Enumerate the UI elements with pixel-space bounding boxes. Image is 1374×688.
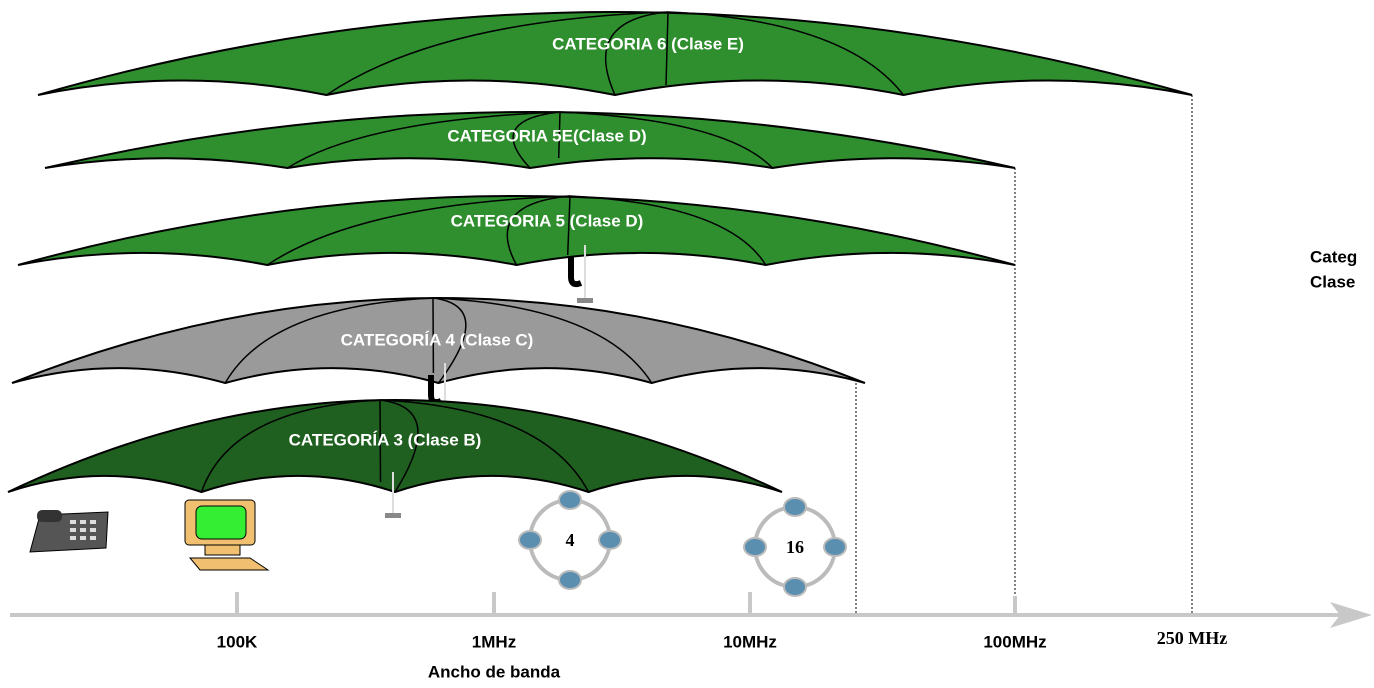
umbrella-canopy <box>18 196 1015 265</box>
axis-tick-label: 250 MHz <box>1157 628 1227 648</box>
axis-tick-label: 100K <box>217 632 258 651</box>
umbrella-label: CATEGORÍA 4 (Clase C) <box>341 330 534 349</box>
rings: 4 16 <box>519 491 846 596</box>
phone-icon <box>30 510 108 552</box>
axis: 100K 1MHz 10MHz 100MHz 250 MHz Ancho de … <box>10 592 1372 681</box>
ring-node <box>824 538 846 556</box>
axis-tick-label: 10MHz <box>723 632 777 651</box>
computer-icon <box>185 500 268 570</box>
umbrella-handle-tip <box>385 513 401 518</box>
umbrella-label: CATEGORÍA 3 (Clase B) <box>289 430 482 449</box>
ring-node <box>784 578 806 596</box>
umbrellas: CATEGORIA 6 (Clase E) CATEGORIA 5E(Clase … <box>8 12 1192 518</box>
ring-node <box>744 538 766 556</box>
umbrella-label: CATEGORIA 5 (Clase D) <box>451 211 644 230</box>
ring-node <box>599 531 621 549</box>
side-note: Categ <box>1310 247 1357 266</box>
umbrella-handle-tip <box>577 298 593 303</box>
ring-node <box>519 531 541 549</box>
ring-node <box>784 498 806 516</box>
ring-node <box>559 571 581 589</box>
diagram: CATEGORIA 6 (Clase E) CATEGORIA 5E(Clase … <box>0 0 1374 688</box>
umbrella-hook <box>571 257 581 284</box>
axis-title: Ancho de banda <box>428 662 561 681</box>
umbrella-label: CATEGORIA 6 (Clase E) <box>552 34 744 53</box>
umbrella-label: CATEGORIA 5E(Clase D) <box>447 126 646 145</box>
ring-node <box>559 491 581 509</box>
ring-label: 4 <box>566 530 575 550</box>
guides <box>856 95 1192 615</box>
axis-tick-label: 1MHz <box>472 632 516 651</box>
side-note: Clase <box>1310 272 1355 291</box>
umbrella-canopy <box>38 12 1192 95</box>
axis-tick-label: 100MHz <box>983 632 1046 651</box>
ring-label: 16 <box>786 537 804 557</box>
